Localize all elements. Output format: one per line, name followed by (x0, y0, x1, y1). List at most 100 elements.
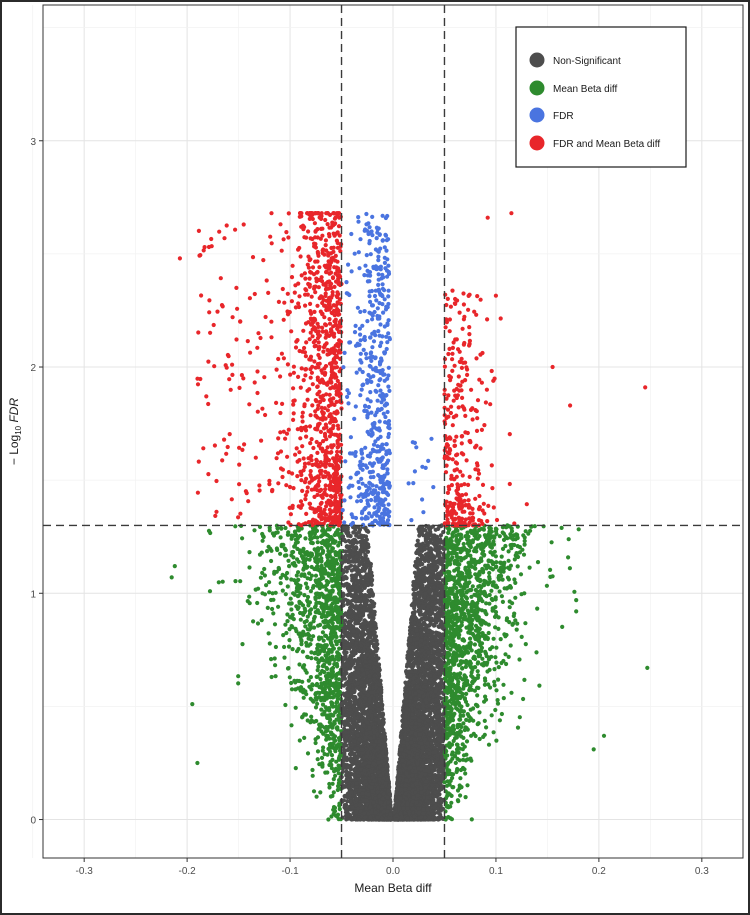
data-point (334, 726, 339, 731)
data-point (523, 529, 528, 534)
data-point (247, 601, 252, 606)
data-point (315, 757, 320, 762)
data-point (523, 621, 528, 626)
data-point (342, 726, 347, 731)
data-point (460, 666, 465, 671)
data-point (303, 581, 309, 586)
data-point (305, 751, 311, 756)
data-point (311, 789, 317, 794)
data-point (477, 736, 482, 742)
data-point (251, 619, 256, 624)
data-point (315, 749, 321, 754)
data-point (452, 711, 457, 717)
data-point (285, 584, 290, 589)
data-point (496, 626, 501, 632)
data-point (482, 718, 487, 724)
data-point (566, 537, 571, 542)
data-point (514, 627, 519, 632)
data-point (264, 583, 269, 588)
data-point (247, 565, 252, 570)
data-point (309, 656, 314, 661)
data-point (463, 664, 468, 670)
data-point (484, 601, 489, 606)
data-point (469, 817, 474, 822)
data-point (309, 564, 314, 570)
data-point (455, 798, 460, 803)
data-point (503, 543, 508, 549)
data-point (496, 665, 501, 670)
data-point (308, 675, 313, 680)
data-point (511, 621, 516, 626)
data-point (298, 617, 303, 622)
data-point (501, 537, 507, 543)
data-point (506, 558, 511, 563)
data-point (220, 579, 225, 584)
data-point (459, 785, 464, 790)
data-point (278, 581, 283, 586)
data-point (438, 533, 443, 538)
data-point (320, 748, 325, 753)
data-point (238, 579, 243, 584)
data-point (314, 794, 319, 799)
data-point (253, 587, 258, 592)
data-point (494, 688, 499, 693)
data-point (296, 559, 301, 564)
data-point (266, 631, 271, 636)
data-point (493, 625, 498, 630)
data-point (465, 608, 470, 613)
data-point (269, 558, 274, 564)
data-point (315, 668, 320, 673)
data-point (276, 604, 281, 609)
data-point (363, 552, 368, 558)
data-point (313, 740, 318, 746)
data-point (260, 538, 265, 543)
data-point (322, 625, 327, 630)
data-point (486, 682, 491, 687)
data-point (283, 592, 288, 597)
data-point (465, 645, 470, 650)
data-point (287, 638, 292, 643)
data-point (287, 675, 292, 680)
data-point (255, 621, 261, 626)
data-point (286, 558, 291, 563)
data-point (347, 722, 352, 727)
data-point (522, 542, 527, 547)
data-point (457, 582, 462, 587)
data-point (532, 524, 537, 529)
data-point (216, 580, 221, 585)
data-point (334, 699, 340, 704)
data-point (296, 577, 301, 583)
data-points (169, 211, 650, 822)
data-point (507, 605, 512, 610)
data-point (534, 650, 539, 655)
data-point (240, 642, 245, 647)
data-point (488, 685, 493, 690)
data-point (458, 776, 463, 781)
data-point (521, 696, 526, 702)
data-point (461, 721, 466, 726)
data-point (313, 737, 318, 742)
data-point (464, 717, 469, 723)
data-point (484, 725, 489, 730)
data-point (499, 711, 504, 717)
data-point (273, 644, 278, 650)
data-point (293, 705, 298, 710)
data-point (272, 656, 277, 661)
data-point (207, 589, 213, 594)
data-point (492, 683, 497, 688)
data-point (331, 694, 336, 699)
data-point (326, 549, 331, 554)
data-point (309, 573, 314, 578)
data-point (471, 706, 476, 711)
data-point (329, 766, 334, 771)
data-point (488, 647, 493, 652)
data-point (286, 530, 291, 535)
data-point (501, 682, 506, 687)
data-point (323, 584, 328, 589)
data-point (278, 551, 283, 556)
data-point (500, 546, 506, 552)
data-point (522, 591, 527, 596)
data-point (285, 619, 290, 624)
